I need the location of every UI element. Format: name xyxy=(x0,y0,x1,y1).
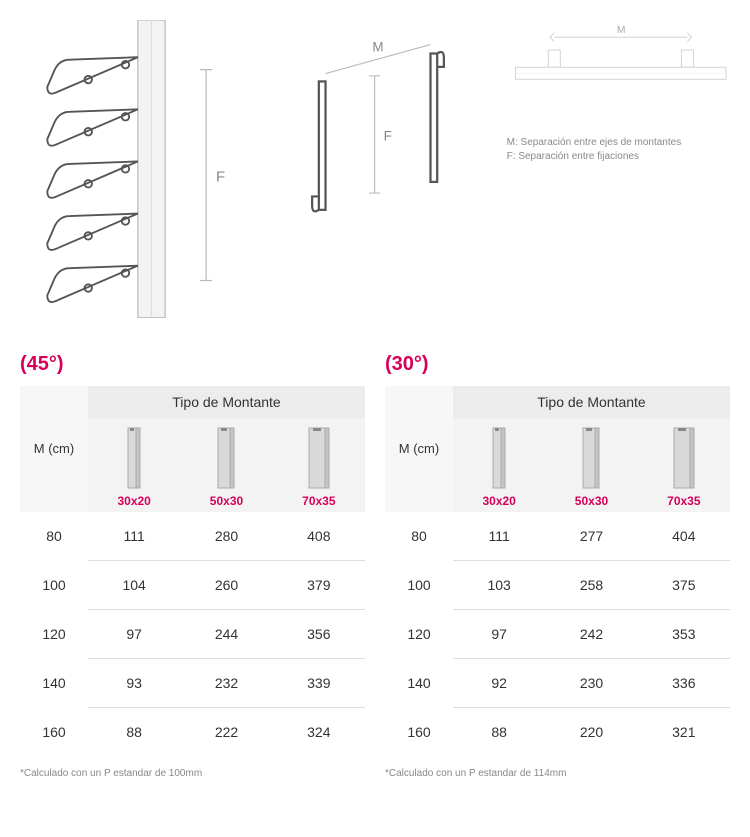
angle-title: (30°) xyxy=(385,353,730,376)
tables-row: (45°) M (cm) Tipo de Montante 30x20 50x30… xyxy=(20,353,730,779)
diagram-isometric: M F xyxy=(263,20,486,248)
profile-label: 50x30 xyxy=(549,494,633,508)
table-row: 100104260379 xyxy=(20,560,365,609)
cell-value: 88 xyxy=(88,707,180,756)
profile-label: 30x20 xyxy=(457,494,541,508)
m-value: 160 xyxy=(20,707,88,756)
cell-value: 242 xyxy=(545,609,637,658)
footnote: *Calculado con un P estandar de 100mm xyxy=(20,768,365,779)
cell-value: 408 xyxy=(273,512,365,561)
m-header: M (cm) xyxy=(20,386,88,512)
table-row: 12097244356 xyxy=(20,609,365,658)
profile-header: 70x35 xyxy=(273,418,365,512)
diagram-side-louvers: F xyxy=(20,20,243,323)
legend-line-f: F: Separación entre fijaciones xyxy=(507,150,730,164)
m-value: 140 xyxy=(20,658,88,707)
table-row: 12097242353 xyxy=(385,609,730,658)
profile-header: 30x20 xyxy=(88,418,180,512)
data-table: M (cm) Tipo de Montante 30x20 50x30 70x3… xyxy=(385,386,730,756)
m-value: 100 xyxy=(20,560,88,609)
cell-value: 375 xyxy=(638,560,730,609)
table-row: 80111277404 xyxy=(385,512,730,561)
iso-svg: M F xyxy=(263,20,486,243)
cell-value: 379 xyxy=(273,560,365,609)
cell-value: 97 xyxy=(88,609,180,658)
dim-label-f-iso: F xyxy=(384,129,392,144)
m-value: 120 xyxy=(20,609,88,658)
cell-value: 222 xyxy=(180,707,272,756)
m-header: M (cm) xyxy=(385,386,453,512)
cell-value: 277 xyxy=(545,512,637,561)
cell-value: 111 xyxy=(88,512,180,561)
cell-value: 353 xyxy=(638,609,730,658)
cell-value: 404 xyxy=(638,512,730,561)
m-value: 120 xyxy=(385,609,453,658)
table-row: 14092230336 xyxy=(385,658,730,707)
cell-value: 356 xyxy=(273,609,365,658)
table-block-1: (30°) M (cm) Tipo de Montante 30x20 50x30… xyxy=(385,353,730,779)
profile-header: 70x35 xyxy=(638,418,730,512)
data-table: M (cm) Tipo de Montante 30x20 50x30 70x3… xyxy=(20,386,365,756)
m-value: 80 xyxy=(385,512,453,561)
profile-label: 70x35 xyxy=(642,494,726,508)
cell-value: 230 xyxy=(545,658,637,707)
profile-label: 50x30 xyxy=(184,494,268,508)
cell-value: 244 xyxy=(180,609,272,658)
cell-value: 88 xyxy=(453,707,545,756)
profile-header: 50x30 xyxy=(180,418,272,512)
m-value: 160 xyxy=(385,707,453,756)
cell-value: 324 xyxy=(273,707,365,756)
cell-value: 97 xyxy=(453,609,545,658)
dim-label-m-iso: M xyxy=(373,39,384,54)
diagram-legend: M: Separación entre ejes de montantes F:… xyxy=(507,136,730,164)
table-row: 100103258375 xyxy=(385,560,730,609)
table-row: 14093232339 xyxy=(20,658,365,707)
cell-value: 111 xyxy=(453,512,545,561)
cell-value: 232 xyxy=(180,658,272,707)
profile-header: 30x20 xyxy=(453,418,545,512)
diagram-top-rail: M M: Separación entre ejes de montantes … xyxy=(507,20,730,164)
cell-value: 260 xyxy=(180,560,272,609)
cell-value: 220 xyxy=(545,707,637,756)
dim-label-f: F xyxy=(216,169,225,185)
cell-value: 321 xyxy=(638,707,730,756)
m-value: 80 xyxy=(20,512,88,561)
cell-value: 339 xyxy=(273,658,365,707)
profile-header: 50x30 xyxy=(545,418,637,512)
table-row: 16088220321 xyxy=(385,707,730,756)
footnote: *Calculado con un P estandar de 114mm xyxy=(385,768,730,779)
cell-value: 280 xyxy=(180,512,272,561)
dim-label-m-top: M xyxy=(617,25,626,36)
cell-value: 103 xyxy=(453,560,545,609)
profile-label: 70x35 xyxy=(277,494,361,508)
angle-title: (45°) xyxy=(20,353,365,376)
cell-value: 93 xyxy=(88,658,180,707)
table-row: 80111280408 xyxy=(20,512,365,561)
legend-line-m: M: Separación entre ejes de montantes xyxy=(507,136,730,150)
m-value: 140 xyxy=(385,658,453,707)
m-value: 100 xyxy=(385,560,453,609)
profile-label: 30x20 xyxy=(92,494,176,508)
diagram-row: F xyxy=(20,20,730,323)
cell-value: 336 xyxy=(638,658,730,707)
cell-value: 258 xyxy=(545,560,637,609)
type-header: Tipo de Montante xyxy=(453,386,730,418)
cell-value: 92 xyxy=(453,658,545,707)
cell-value: 104 xyxy=(88,560,180,609)
top-rail-svg: M xyxy=(507,20,730,123)
table-row: 16088222324 xyxy=(20,707,365,756)
table-block-0: (45°) M (cm) Tipo de Montante 30x20 50x30… xyxy=(20,353,365,779)
louver-side-svg: F xyxy=(20,20,243,318)
type-header: Tipo de Montante xyxy=(88,386,365,418)
